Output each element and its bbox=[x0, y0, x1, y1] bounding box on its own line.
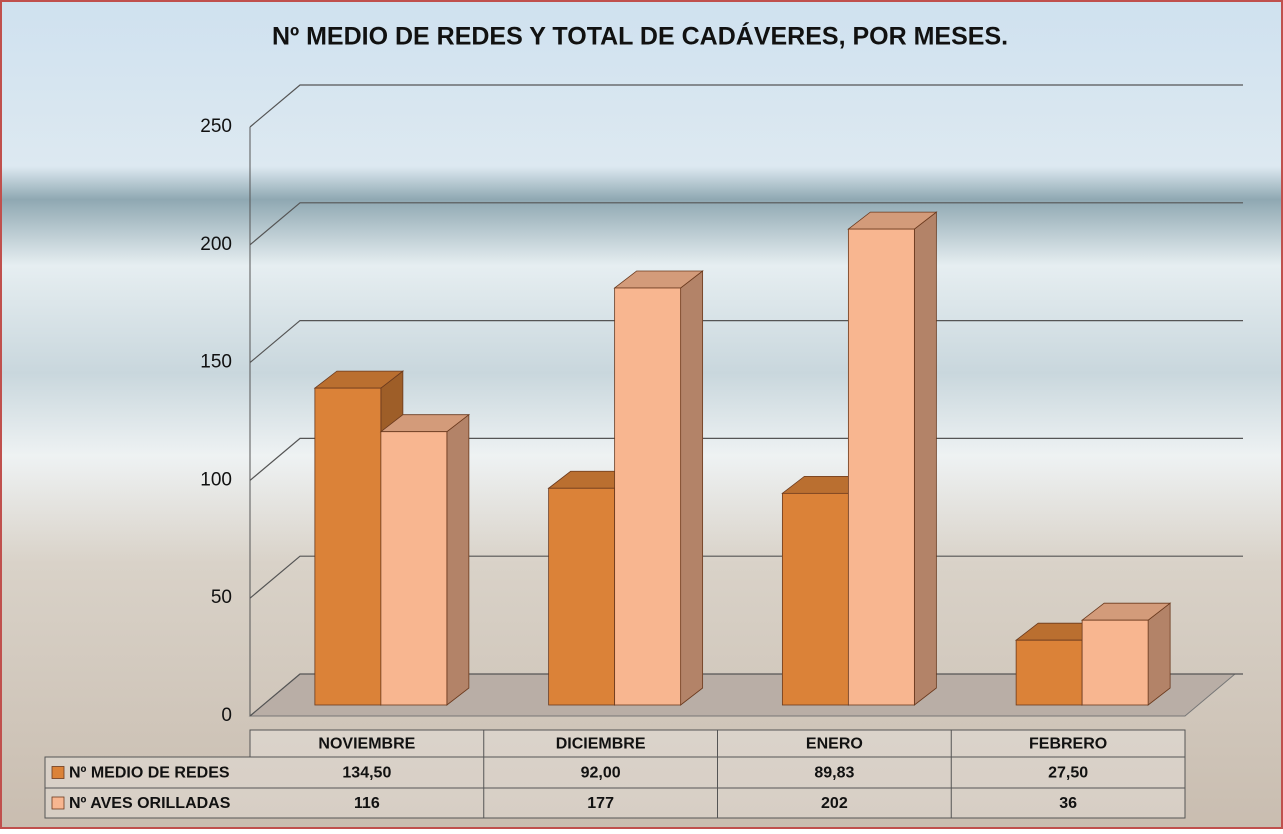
category-label: ENERO bbox=[806, 736, 863, 753]
bar-side bbox=[1148, 603, 1170, 705]
y-tick-label: 200 bbox=[200, 234, 232, 255]
bar-side bbox=[914, 212, 936, 705]
legend-label: Nº MEDIO DE REDES bbox=[69, 765, 230, 782]
bar bbox=[381, 432, 447, 705]
value-label: 89,83 bbox=[814, 765, 854, 782]
bar-side bbox=[447, 415, 469, 705]
value-label: 202 bbox=[821, 795, 848, 812]
y-tick-label: 0 bbox=[221, 705, 232, 726]
y-tick-label: 100 bbox=[200, 469, 232, 490]
bar bbox=[315, 388, 381, 705]
bar bbox=[1016, 640, 1082, 705]
value-label: 177 bbox=[587, 795, 614, 812]
legend-label: Nº AVES ORILLADAS bbox=[69, 795, 231, 812]
value-label: 36 bbox=[1059, 795, 1077, 812]
chart: Nº MEDIO DE REDES Y TOTAL DE CADÁVERES, … bbox=[0, 0, 1283, 829]
bar bbox=[549, 488, 615, 705]
value-label: 134,50 bbox=[342, 765, 391, 782]
bar-side bbox=[681, 271, 703, 705]
value-label: 27,50 bbox=[1048, 765, 1088, 782]
chart-title: Nº MEDIO DE REDES Y TOTAL DE CADÁVERES, … bbox=[272, 22, 1008, 51]
bar bbox=[782, 493, 848, 705]
category-label: FEBRERO bbox=[1029, 736, 1107, 753]
category-label: DICIEMBRE bbox=[556, 736, 646, 753]
value-label: 92,00 bbox=[581, 765, 621, 782]
y-tick-label: 50 bbox=[211, 587, 232, 608]
y-tick-label: 250 bbox=[200, 116, 232, 137]
legend-swatch bbox=[52, 767, 64, 779]
bar bbox=[1082, 620, 1148, 705]
y-tick-label: 150 bbox=[200, 352, 232, 373]
bar bbox=[615, 288, 681, 705]
bar bbox=[848, 229, 914, 705]
category-label: NOVIEMBRE bbox=[318, 736, 415, 753]
value-label: 116 bbox=[354, 795, 380, 812]
legend-swatch bbox=[52, 797, 64, 809]
